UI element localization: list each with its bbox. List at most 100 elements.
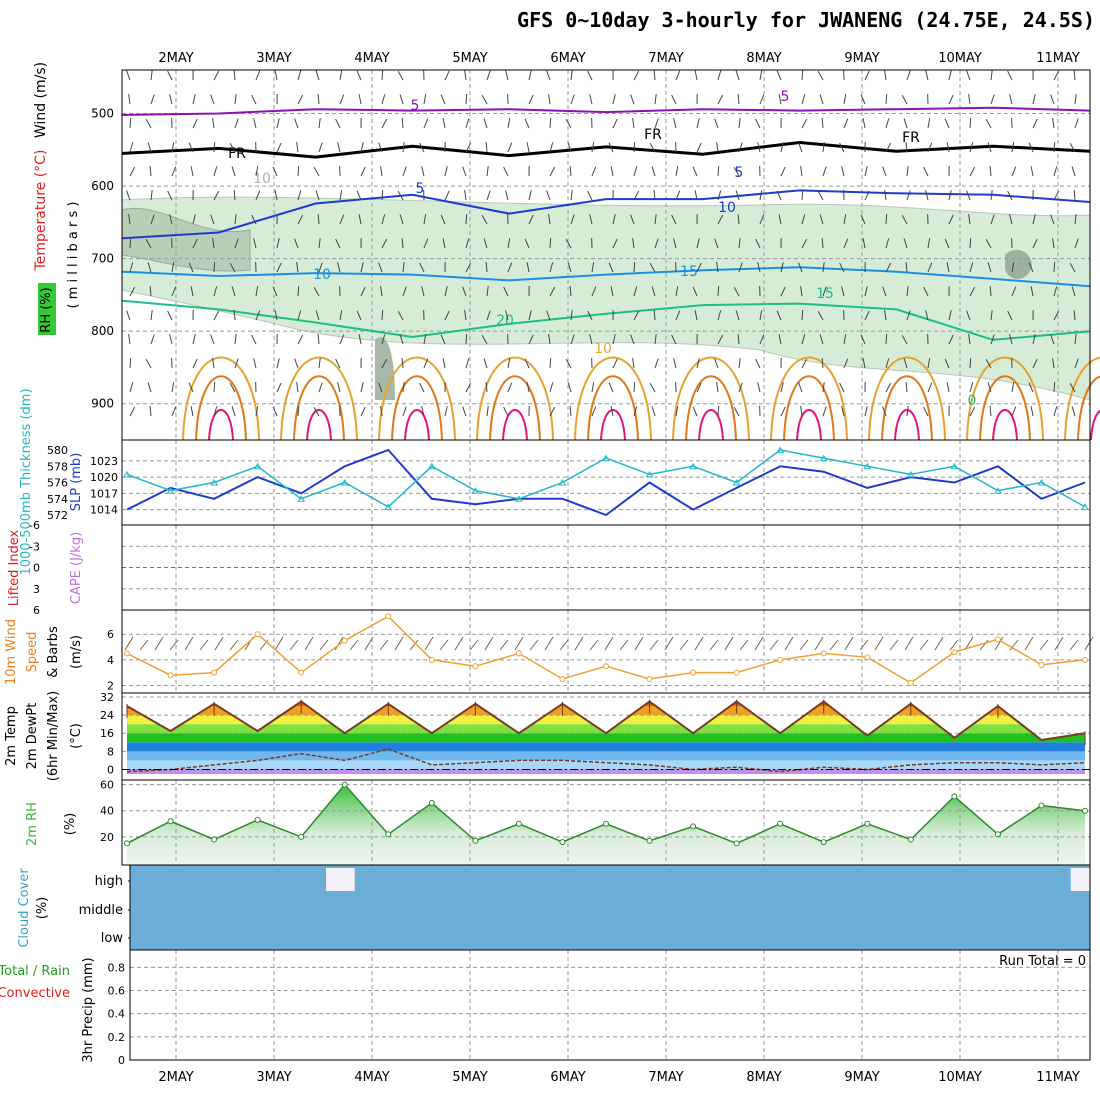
- wind-barb: [276, 262, 282, 273]
- wind-barb: [860, 334, 866, 345]
- wind-barb: [694, 190, 698, 201]
- wind-barb: [633, 141, 636, 153]
- wind-barb: [1032, 238, 1038, 249]
- wind-barb: [1011, 262, 1015, 273]
- temp-contour-25: [1077, 375, 1100, 441]
- wind-barb: [481, 95, 488, 105]
- wind-barb: [294, 238, 299, 249]
- wind-barb: [800, 286, 803, 297]
- wind-barb: [990, 310, 993, 321]
- y-axis-label-thickness: 1000-500mb Thickness (dm): [19, 388, 34, 575]
- wind-barb: [210, 334, 215, 345]
- contour-line: [121, 299, 1091, 341]
- wind-barb: [969, 142, 974, 153]
- wind-barb: [882, 286, 887, 297]
- wind-barb: [234, 118, 239, 129]
- wind-barb: [1073, 69, 1076, 81]
- wind-barb: [356, 310, 362, 321]
- wind-barb: [210, 94, 215, 105]
- wind-barb: [738, 382, 743, 393]
- temp-contour-20: [672, 356, 750, 441]
- wind-barb: [671, 94, 677, 105]
- wind-barb: [862, 238, 866, 249]
- rh2m-marker: [951, 793, 958, 800]
- contour-label: 10: [718, 200, 736, 216]
- wind-barb: [633, 70, 640, 81]
- wind-barb: [297, 214, 304, 225]
- wind-barb: [276, 142, 282, 153]
- thickness-marker: [689, 462, 697, 470]
- wind-barb: [565, 119, 572, 129]
- wind-barb: [673, 358, 677, 369]
- wind-barb: [526, 382, 530, 393]
- wind-barb: [251, 94, 257, 105]
- wind-barb: [610, 286, 614, 297]
- contour-label: FR: [902, 130, 920, 146]
- wind-barb: [1032, 94, 1036, 105]
- wind-barb: [927, 262, 933, 273]
- wind-barb: [444, 286, 448, 297]
- wind-barb-10m: [859, 639, 869, 651]
- rh-legend-swatch: [38, 283, 56, 335]
- wind-barb: [649, 263, 656, 273]
- wind-barb: [694, 70, 698, 81]
- wind-barb: [860, 94, 866, 105]
- wind-barb-10m: [904, 636, 914, 651]
- wind-barb: [440, 334, 446, 345]
- wind-barb: [948, 214, 954, 225]
- wind-barb: [378, 382, 383, 393]
- wind-barb: [192, 214, 196, 225]
- wind-barb: [733, 167, 740, 177]
- y-axis-label-precip: 3hr Precip (mm): [81, 957, 96, 1062]
- wind-barb: [569, 165, 572, 177]
- wind-barb: [591, 286, 597, 297]
- wind-barb: [190, 166, 194, 177]
- wind-barb: [989, 165, 992, 177]
- wind-barb: [567, 142, 572, 153]
- wind-barb: [673, 118, 677, 129]
- wind-barb: [360, 166, 366, 177]
- wind-barb: [548, 214, 551, 225]
- wind-barb: [822, 382, 825, 393]
- contour-label: FR: [228, 146, 246, 162]
- x-tick-bottom: 9MAY: [844, 1070, 879, 1085]
- temp-contour-25: [293, 375, 345, 441]
- wind-barb: [528, 190, 532, 201]
- wind-barb: [444, 190, 450, 201]
- wind-barb-10m: [124, 636, 134, 651]
- wind10-marker: [1082, 656, 1088, 663]
- y-tick-li: -3: [29, 540, 40, 553]
- wind-barb: [213, 190, 220, 201]
- wind-barb: [591, 262, 595, 273]
- rh2m-marker: [1038, 802, 1045, 809]
- temp-contour-30: [1090, 410, 1100, 441]
- wind-barb: [549, 262, 554, 273]
- wind-barb: [798, 142, 803, 153]
- thickness-marker: [297, 495, 306, 502]
- wind-barb: [843, 238, 849, 249]
- wind-barb: [885, 118, 890, 129]
- contour-label: 5: [416, 181, 425, 197]
- wind-barb: [169, 94, 173, 105]
- wind-barb-10m: [169, 639, 179, 651]
- wind-barb: [923, 286, 929, 297]
- wind-barb: [610, 166, 614, 177]
- wind-barb: [778, 334, 782, 345]
- wind-barb: [1052, 358, 1055, 369]
- rh-shading: [121, 196, 1091, 401]
- wind-barb: [903, 358, 908, 369]
- y-tick-temp: 8: [107, 745, 114, 758]
- rh2m-marker: [690, 823, 697, 830]
- x-tick-top: 11MAY: [1036, 51, 1080, 66]
- wind-barb: [864, 286, 868, 297]
- wind-barb-10m: [484, 636, 494, 651]
- thickness-marker: [819, 454, 828, 462]
- wind-barb: [251, 334, 257, 345]
- temp-contour-25: [195, 375, 247, 441]
- wind-barb: [800, 406, 803, 417]
- wind-barb: [190, 286, 194, 297]
- wind-barb: [608, 262, 614, 273]
- wind10-marker: [994, 636, 1001, 643]
- y-axis-label-rh: RH (%): [39, 287, 54, 332]
- wind-barb: [297, 165, 300, 177]
